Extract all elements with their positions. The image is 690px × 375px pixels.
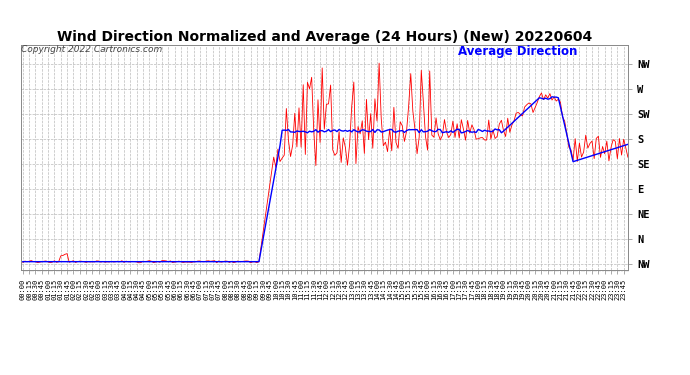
- Title: Wind Direction Normalized and Average (24 Hours) (New) 20220604: Wind Direction Normalized and Average (2…: [57, 30, 592, 44]
- Text: Copyright 2022 Cartronics.com: Copyright 2022 Cartronics.com: [21, 45, 162, 54]
- Text: Average Direction: Average Direction: [458, 45, 578, 58]
